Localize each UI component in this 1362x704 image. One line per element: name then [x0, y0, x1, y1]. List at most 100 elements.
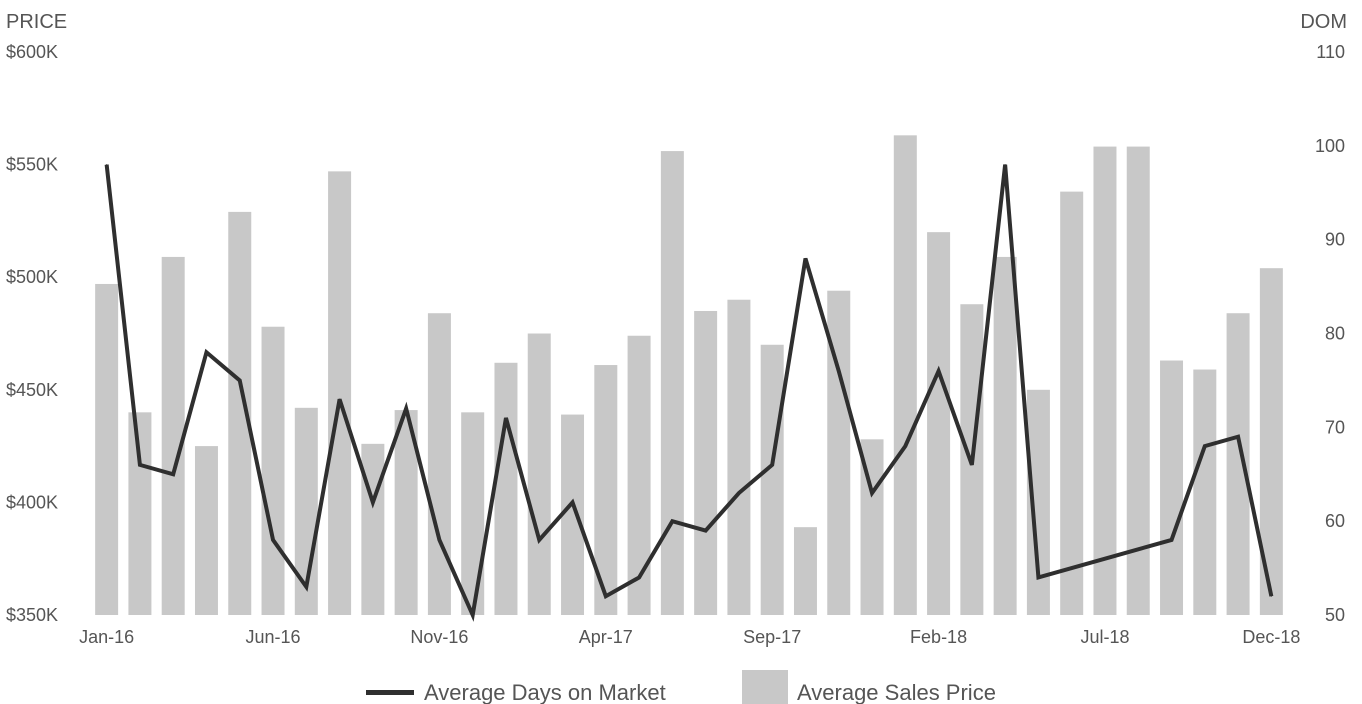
right-tick-label: 90 [1325, 230, 1345, 250]
dom-point-Jan-16 [106, 164, 108, 166]
bar-Feb-17 [527, 333, 551, 615]
bar-Oct-16 [394, 410, 418, 615]
dom-point-Jul-16 [305, 586, 307, 588]
dom-point-Oct-16 [405, 408, 407, 410]
dom-point-Dec-18 [1270, 595, 1272, 597]
x-tick-label: Sep-17 [743, 627, 801, 647]
bar-Oct-18 [1193, 369, 1217, 615]
bar-Sep-16 [361, 443, 385, 615]
legend-label-sales-price: Average Sales Price [797, 680, 996, 704]
dom-point-Nov-16 [438, 539, 440, 541]
bar-Nov-16 [427, 313, 451, 615]
dom-point-Jul-18 [1104, 558, 1106, 560]
dom-point-Jan-18 [904, 445, 906, 447]
x-axis-ticks: Jan-16 Jun-16 Nov-16 Apr-17 Sep-17 Feb-18 Jul-… [79, 627, 1300, 647]
bar-Jul-17 [694, 310, 718, 615]
bars-layer [95, 135, 1283, 616]
dom-point-Jun-18 [1071, 567, 1073, 569]
bar-Feb-16 [128, 412, 152, 615]
dom-point-Mar-17 [572, 501, 574, 503]
bar-Feb-18 [927, 232, 951, 615]
dom-point-Feb-16 [139, 464, 141, 466]
dom-point-Jul-17 [705, 530, 707, 532]
bar-Jan-18 [893, 135, 917, 615]
left-tick-label: $450K [6, 380, 58, 400]
legend-swatch-sales-price [742, 670, 788, 704]
dom-point-Nov-18 [1237, 436, 1239, 438]
dom-point-Sep-17 [771, 464, 773, 466]
right-axis-title: DOM [1300, 11, 1347, 33]
dom-point-Mar-16 [172, 473, 174, 475]
bar-Nov-18 [1226, 313, 1250, 615]
left-axis-title: PRICE [6, 11, 67, 33]
bar-Sep-18 [1160, 360, 1184, 615]
right-tick-label: 60 [1325, 511, 1345, 531]
bar-Apr-17 [594, 365, 618, 615]
left-tick-label: $400K [6, 492, 58, 512]
left-axis-ticks: $350K $400K $450K $500K $550K $600K [6, 42, 58, 625]
dom-point-Dec-16 [472, 614, 474, 616]
bar-Mar-17 [561, 414, 585, 615]
dom-point-Aug-16 [339, 398, 341, 400]
left-tick-label: $600K [6, 42, 58, 62]
dom-point-May-16 [239, 379, 241, 381]
right-axis-ticks: 50 60 70 80 90 100 110 [1315, 42, 1345, 625]
line-layer [104, 164, 1274, 622]
bar-Aug-17 [727, 299, 751, 615]
bar-Apr-16 [194, 446, 218, 615]
bar-Jul-18 [1093, 146, 1117, 615]
dom-point-Feb-17 [538, 539, 540, 541]
x-tick-label: Nov-16 [410, 627, 468, 647]
bar-Aug-16 [328, 171, 352, 616]
bar-Dec-16 [461, 412, 485, 615]
dom-point-Sep-16 [372, 501, 374, 503]
dom-point-Apr-17 [605, 595, 607, 597]
dom-point-Feb-18 [938, 370, 940, 372]
dom-point-May-17 [638, 576, 640, 578]
x-tick-label: Jun-16 [246, 627, 301, 647]
dom-point-Jun-17 [671, 520, 673, 522]
dom-point-May-18 [1037, 576, 1039, 578]
x-tick-label: Feb-18 [910, 627, 967, 647]
right-tick-label: 100 [1315, 136, 1345, 156]
bar-Dec-18 [1259, 268, 1283, 615]
left-tick-label: $500K [6, 267, 58, 287]
bar-Jan-16 [95, 283, 119, 615]
dom-point-Jun-16 [272, 539, 274, 541]
right-tick-label: 70 [1325, 417, 1345, 437]
bar-Jun-16 [261, 326, 285, 615]
x-tick-label: Apr-17 [579, 627, 633, 647]
bar-May-17 [627, 335, 651, 615]
legend-label-days-on-market: Average Days on Market [424, 680, 666, 704]
dom-point-Oct-17 [804, 257, 806, 259]
x-tick-label: Dec-18 [1242, 627, 1300, 647]
legend-swatch-days-on-market [366, 690, 414, 695]
bar-May-16 [228, 211, 252, 615]
bar-Jan-17 [494, 362, 518, 615]
bar-Sep-17 [760, 344, 784, 615]
bar-Jun-17 [660, 151, 684, 615]
x-tick-label: Jul-18 [1080, 627, 1129, 647]
days-on-market-line [104, 164, 1274, 622]
x-tick-label: Jan-16 [79, 627, 134, 647]
right-tick-label: 50 [1325, 605, 1345, 625]
bar-Mar-16 [161, 256, 185, 615]
dom-point-Sep-18 [1171, 539, 1173, 541]
right-tick-label: 110 [1316, 42, 1345, 62]
dom-point-Apr-18 [1004, 164, 1006, 166]
left-tick-label: $350K [6, 605, 58, 625]
dom-point-Aug-17 [738, 492, 740, 494]
dom-point-Dec-17 [871, 492, 873, 494]
right-tick-label: 80 [1325, 324, 1345, 344]
bar-Nov-17 [827, 290, 851, 615]
dom-point-Oct-18 [1204, 445, 1206, 447]
dom-point-Mar-18 [971, 464, 973, 466]
left-tick-label: $550K [6, 155, 58, 175]
dom-point-Jan-17 [505, 417, 507, 419]
dom-point-Aug-18 [1137, 548, 1139, 550]
bar-May-18 [1026, 389, 1050, 615]
dom-point-Apr-16 [205, 351, 207, 353]
legend: Average Days on Market Average Sales Pri… [366, 670, 996, 704]
